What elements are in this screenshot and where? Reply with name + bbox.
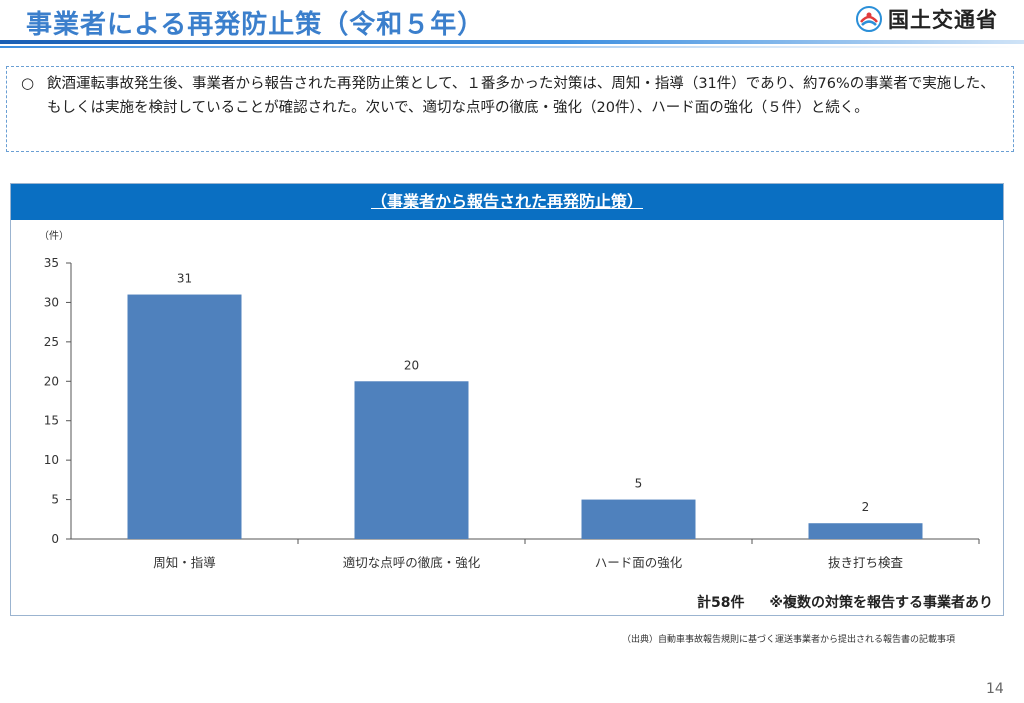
header-rule-secondary xyxy=(0,46,1024,48)
x-tick-label: 適切な点呼の徹底・強化 xyxy=(343,555,481,570)
y-tick-label: 35 xyxy=(44,256,59,270)
x-tick-label: ハード面の強化 xyxy=(595,555,683,570)
logo-text: 国土交通省 xyxy=(888,8,998,32)
total-count: 計58件 xyxy=(697,595,745,611)
bar xyxy=(354,381,469,539)
bar-value-label: 20 xyxy=(404,358,419,372)
bar-value-label: 5 xyxy=(635,477,643,491)
summary-text: 飲酒運転事故発生後、事業者から報告された再発防止策として、１番多かった対策は、周… xyxy=(47,76,995,116)
page-number: 14 xyxy=(986,681,1004,697)
y-tick-label: 15 xyxy=(44,414,59,428)
chart-title: （事業者から報告された再発防止策） xyxy=(370,192,643,211)
y-tick-label: 10 xyxy=(44,453,59,467)
y-tick-label: 25 xyxy=(44,335,59,349)
summary-bullet: ○ xyxy=(21,74,35,92)
summary-box: ○ 飲酒運転事故発生後、事業者から報告された再発防止策として、１番多かった対策は… xyxy=(6,66,1014,152)
bar xyxy=(581,499,696,539)
multiple-note: ※複数の対策を報告する事業者あり xyxy=(769,595,993,611)
chart-panel-header: （事業者から報告された再発防止策） xyxy=(11,184,1003,220)
header-rule xyxy=(0,40,1024,44)
bar xyxy=(127,294,242,539)
bar-value-label: 2 xyxy=(862,500,870,514)
x-tick-label: 抜き打ち検査 xyxy=(828,555,904,570)
x-tick-label: 周知・指導 xyxy=(153,555,216,570)
page-header: 事業者による再発防止策（令和５年） 国土交通省 xyxy=(0,0,1024,52)
bar-value-label: 31 xyxy=(177,272,192,286)
chart-footnote: 計58件 ※複数の対策を報告する事業者あり xyxy=(697,592,993,612)
y-tick-label: 20 xyxy=(44,374,59,388)
ministry-logo: 国土交通省 xyxy=(856,3,998,35)
page-title: 事業者による再発防止策（令和５年） xyxy=(26,10,485,40)
y-tick-label: 30 xyxy=(44,295,59,309)
y-tick-label: 5 xyxy=(51,493,59,507)
y-axis-label: （件） xyxy=(39,230,69,242)
bar xyxy=(808,523,923,539)
mlit-logo-icon xyxy=(856,6,882,32)
bar-chart: （件） 0 5 10 15 20 25 30 35 31 周知・指導 20 適切な点呼の徹底・強化 5 ハー… xyxy=(39,230,980,570)
y-tick-label: 0 xyxy=(51,532,59,546)
source-note: （出典）自動車事故報告規則に基づく運送事業者から提出される報告書の記載事項 xyxy=(622,635,956,645)
chart-panel: （事業者から報告された再発防止策） （件） 0 5 10 15 20 25 30 35 31 周知・… xyxy=(10,183,1004,616)
